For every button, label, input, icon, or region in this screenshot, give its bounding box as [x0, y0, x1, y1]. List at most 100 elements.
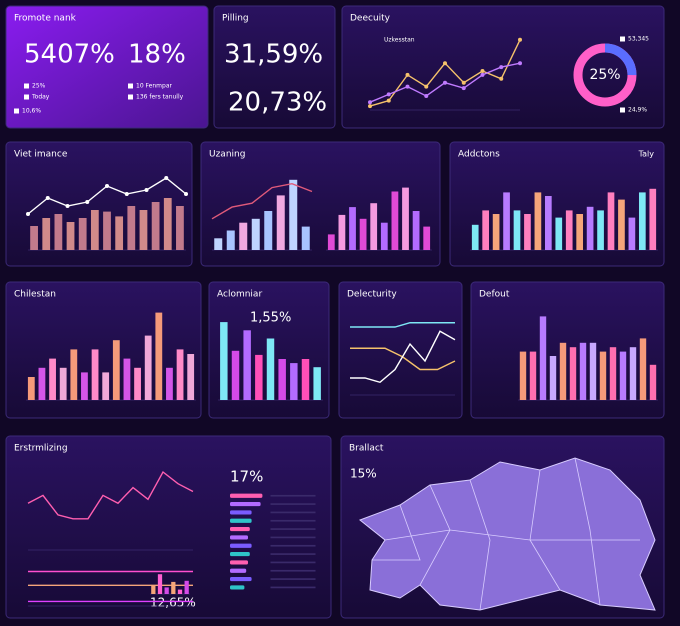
- bar-track: [270, 528, 316, 530]
- stat-value: 20,73%: [228, 88, 327, 118]
- bar: [243, 330, 251, 400]
- panel-title: Aclomniar: [217, 290, 262, 300]
- item-label: 53,345: [628, 36, 649, 43]
- bar: [91, 349, 99, 400]
- panel: [200, 141, 441, 267]
- bar: [579, 342, 587, 400]
- panel-title: Fromote nank: [14, 14, 77, 24]
- bar: [524, 214, 531, 250]
- bar: [301, 359, 310, 400]
- bar: [220, 322, 228, 400]
- bar-track: [270, 503, 316, 505]
- bar: [230, 568, 247, 573]
- bar: [402, 187, 409, 250]
- bar: [112, 340, 120, 400]
- bar: [576, 214, 584, 250]
- bar: [586, 206, 594, 250]
- bar: [70, 349, 78, 400]
- line-point: [499, 65, 504, 70]
- bar: [177, 589, 183, 594]
- item-marker: [24, 83, 29, 89]
- bar: [289, 179, 298, 250]
- bar: [184, 580, 189, 594]
- bar: [619, 351, 627, 400]
- stat-value: 1,55%: [250, 311, 291, 326]
- panel: [338, 281, 463, 419]
- bar: [239, 222, 248, 250]
- bar: [649, 188, 657, 250]
- bar: [230, 502, 261, 507]
- bar: [638, 192, 646, 250]
- bar: [230, 543, 252, 548]
- line-point: [85, 200, 90, 204]
- bar: [559, 342, 567, 400]
- line-point: [164, 176, 169, 180]
- line-series: [350, 330, 456, 384]
- bar: [555, 217, 563, 250]
- bar: [78, 218, 87, 250]
- bar-track: [270, 519, 316, 522]
- bar: [102, 372, 110, 400]
- stat-value: 15%: [350, 467, 377, 481]
- bar: [27, 377, 35, 400]
- bar: [171, 581, 176, 594]
- map-region: [359, 457, 656, 611]
- bar: [66, 222, 75, 250]
- panel-title: Chilestan: [14, 290, 56, 300]
- bar: [230, 577, 252, 582]
- bar: [569, 347, 577, 400]
- line-point: [386, 98, 391, 103]
- bar: [230, 518, 252, 523]
- bar: [380, 222, 388, 250]
- bar: [628, 217, 636, 250]
- bar: [359, 218, 367, 250]
- item-label: 10 Fenmpar: [136, 83, 172, 90]
- line-point: [144, 188, 149, 192]
- item-label: 136 fers tanully: [136, 94, 184, 101]
- bar: [155, 312, 163, 400]
- bar-track: [270, 511, 316, 514]
- bar: [230, 527, 250, 532]
- bar: [513, 210, 521, 250]
- bar: [255, 354, 263, 400]
- line-point: [405, 72, 410, 77]
- line-point: [443, 80, 447, 85]
- bar: [164, 587, 169, 594]
- bar: [609, 347, 617, 400]
- line-series: [211, 182, 313, 220]
- stat-value: 31,59%: [224, 40, 323, 70]
- bar: [589, 342, 597, 400]
- bar: [492, 214, 500, 250]
- item-marker: [620, 36, 625, 42]
- line-point: [65, 204, 70, 208]
- bar: [607, 192, 615, 250]
- line-point: [368, 100, 372, 105]
- bar: [127, 206, 136, 250]
- bar: [503, 192, 510, 250]
- bar: [251, 218, 260, 250]
- panel-title: Brallact: [349, 444, 384, 454]
- bar: [649, 364, 657, 400]
- bar-track: [270, 536, 316, 539]
- panel-title: Erstrmlizing: [14, 444, 68, 454]
- bar-track: [270, 578, 316, 580]
- panel-title: Pilling: [222, 14, 249, 24]
- donut-arc: [573, 43, 637, 107]
- bar: [338, 214, 346, 250]
- map-borders: [372, 457, 640, 611]
- bar: [370, 203, 378, 250]
- line-point: [405, 84, 410, 89]
- bar-track: [270, 569, 316, 572]
- line-point: [424, 84, 429, 89]
- panel-title: Uzaning: [209, 150, 245, 160]
- bar: [231, 350, 240, 400]
- bar: [151, 202, 160, 250]
- bar: [278, 359, 286, 400]
- panel-title: Viet imance: [14, 150, 68, 160]
- line-point: [480, 69, 485, 73]
- map: [359, 457, 656, 611]
- line-point: [368, 104, 372, 109]
- bar: [157, 574, 163, 594]
